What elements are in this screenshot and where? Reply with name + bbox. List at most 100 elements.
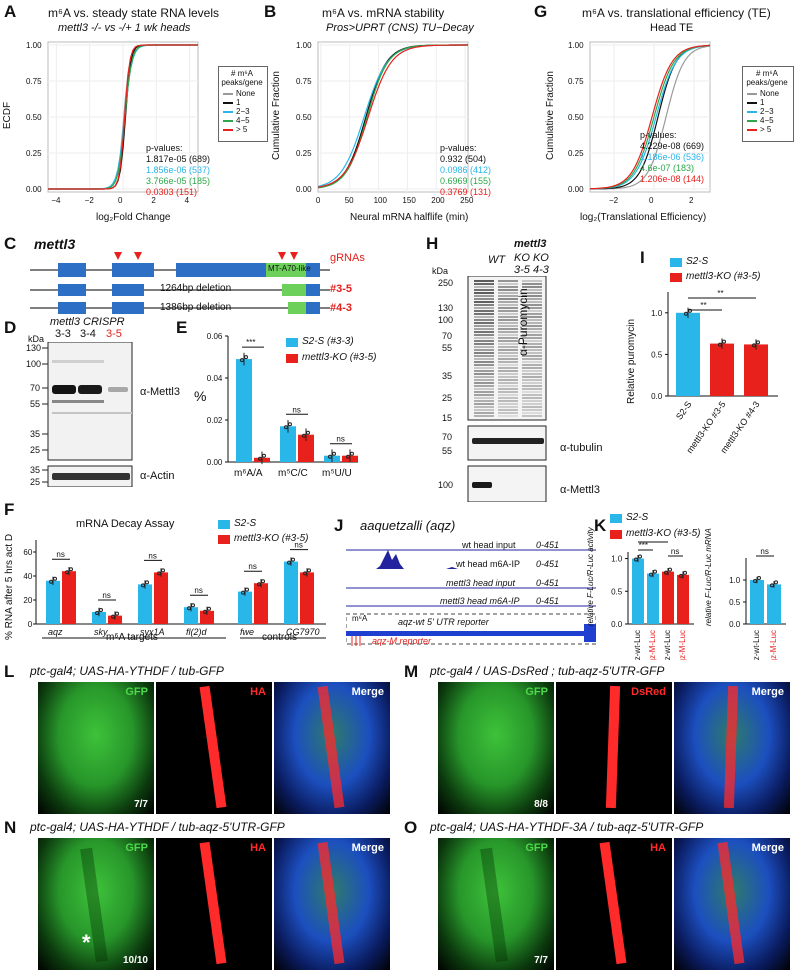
lane-smear [522, 349, 542, 351]
data-point [157, 571, 161, 576]
legend-item: 4−5 [219, 116, 267, 125]
lane-smear [522, 400, 542, 402]
lane-smear [498, 370, 518, 372]
panel-c-gene-diagram [30, 252, 330, 314]
embryo-count: 10/10 [122, 955, 148, 966]
category-label: S2-S [674, 399, 694, 421]
marker: 250 [438, 278, 454, 288]
panel-l-genotype: ptc-gal4; UAS-HA-YTHDF / tub-GFP [30, 664, 224, 678]
significance-label: ns [56, 550, 64, 559]
bar [284, 561, 298, 624]
legend-item: 2−3 [743, 107, 793, 116]
panel-f-letter: F [4, 500, 15, 519]
tick-label: 0.06 [207, 332, 223, 341]
lane-smear [522, 283, 542, 285]
data-point [191, 603, 195, 608]
tick-label: 100 [374, 196, 388, 205]
mutation-marks [351, 636, 361, 646]
tick-label: 150 [402, 196, 416, 205]
category-label: fl(2)d [186, 627, 207, 637]
cdf-series-line [317, 44, 468, 188]
data-point [688, 308, 692, 313]
lane-smear [498, 331, 518, 333]
panel-n-genotype: ptc-gal4; UAS-HA-YTHDF / tub-aqz-5'UTR-G… [30, 820, 285, 834]
panel-f-bar-chart: 0 20 40 60 ns aqz ns sky ns syx1A ns fl(2)d ns fwe ns C… [23, 540, 326, 639]
data-point [262, 453, 266, 458]
panel-n-letter: N [4, 818, 17, 837]
lane-smear [522, 346, 542, 348]
lane-smear [498, 328, 518, 330]
data-point [350, 451, 354, 456]
panel-f-group-1: m⁶A targets [106, 632, 158, 643]
panel-a-pvalue-3: 3.766e-05 (185) [146, 176, 211, 186]
bar [767, 584, 781, 624]
lane-smear [474, 415, 494, 417]
bar [238, 591, 252, 624]
tick-label: 0.25 [296, 149, 312, 158]
data-point [303, 571, 307, 576]
data-point [683, 570, 687, 575]
panel-l-letter: L [4, 662, 15, 681]
tick-label: 0.5 [729, 598, 741, 607]
legend-label: 1 [236, 98, 241, 107]
panel-m-genotype: ptc-gal4 / UAS-DsRed ; tub-aqz-5'UTR-GFP [430, 664, 665, 678]
reporter-wt-bar [346, 631, 584, 636]
panel-b-pvalue-1: 0.932 (504) [440, 154, 487, 164]
lane-smear [522, 415, 542, 417]
legend-label: 2−3 [760, 107, 774, 116]
data-point [346, 454, 350, 459]
micrograph-stain: DsRed [556, 682, 672, 814]
grna-marker [134, 252, 142, 260]
legend-line-swatch [223, 101, 233, 104]
legend-line-swatch [223, 128, 233, 131]
lane-smear [498, 334, 518, 336]
bar [300, 572, 314, 624]
lane-smear [474, 364, 494, 366]
lane-smear [522, 385, 542, 387]
data-point [245, 587, 249, 592]
category-label: sky [94, 627, 108, 637]
category-label: CG7970 [286, 627, 320, 637]
ptc-stripe [599, 841, 627, 965]
data-point [261, 579, 265, 584]
tick-label: 0.75 [26, 77, 42, 86]
marker: 35 [30, 429, 41, 439]
tick-label: 4 [185, 196, 190, 205]
panel-d-letter: D [4, 318, 17, 337]
panel-j-title: aaquetzalli (aqz) [360, 518, 456, 533]
lane-smear [474, 385, 494, 387]
tick-label: 0.25 [568, 149, 584, 158]
panel-h-kda: kDa [432, 266, 449, 276]
lane-smear [498, 409, 518, 411]
panel-d-blot [42, 342, 133, 487]
lane-smear [474, 331, 494, 333]
panel-i-ylabel: Relative puromycin [626, 318, 637, 404]
tick-label: 0.00 [568, 185, 584, 194]
bar [62, 571, 76, 624]
lane-smear [474, 292, 494, 294]
legend-title: # m⁶A peaks/gene [221, 69, 263, 87]
lane-smear [498, 310, 518, 312]
lane-smear [498, 346, 518, 348]
panel-b-pvalue-4: 0.3769 (131) [440, 187, 492, 197]
panel-c-letter: C [4, 234, 17, 253]
data-point [770, 583, 774, 588]
lane-smear [474, 403, 494, 405]
tick-label: 0.75 [296, 77, 312, 86]
data-point [722, 339, 726, 344]
category-label: m⁶A/A [234, 468, 263, 479]
tick-label: 0.0 [729, 620, 741, 629]
legend-line-swatch [747, 101, 757, 104]
marker: 55 [30, 399, 41, 409]
panel-d-kda: kDa [28, 334, 45, 344]
panel-g-pvalue-4: 1.206e-08 (144) [640, 174, 705, 184]
category-label: syx1A [140, 627, 165, 637]
data-point [161, 568, 165, 573]
data-point [257, 582, 261, 587]
lane-smear [522, 367, 542, 369]
lane-smear [498, 391, 518, 393]
tick-label: 0.5 [611, 587, 623, 596]
data-point [240, 358, 244, 363]
tick-label: 0.50 [568, 113, 584, 122]
panel-c-gene: mettl3 [34, 236, 76, 252]
